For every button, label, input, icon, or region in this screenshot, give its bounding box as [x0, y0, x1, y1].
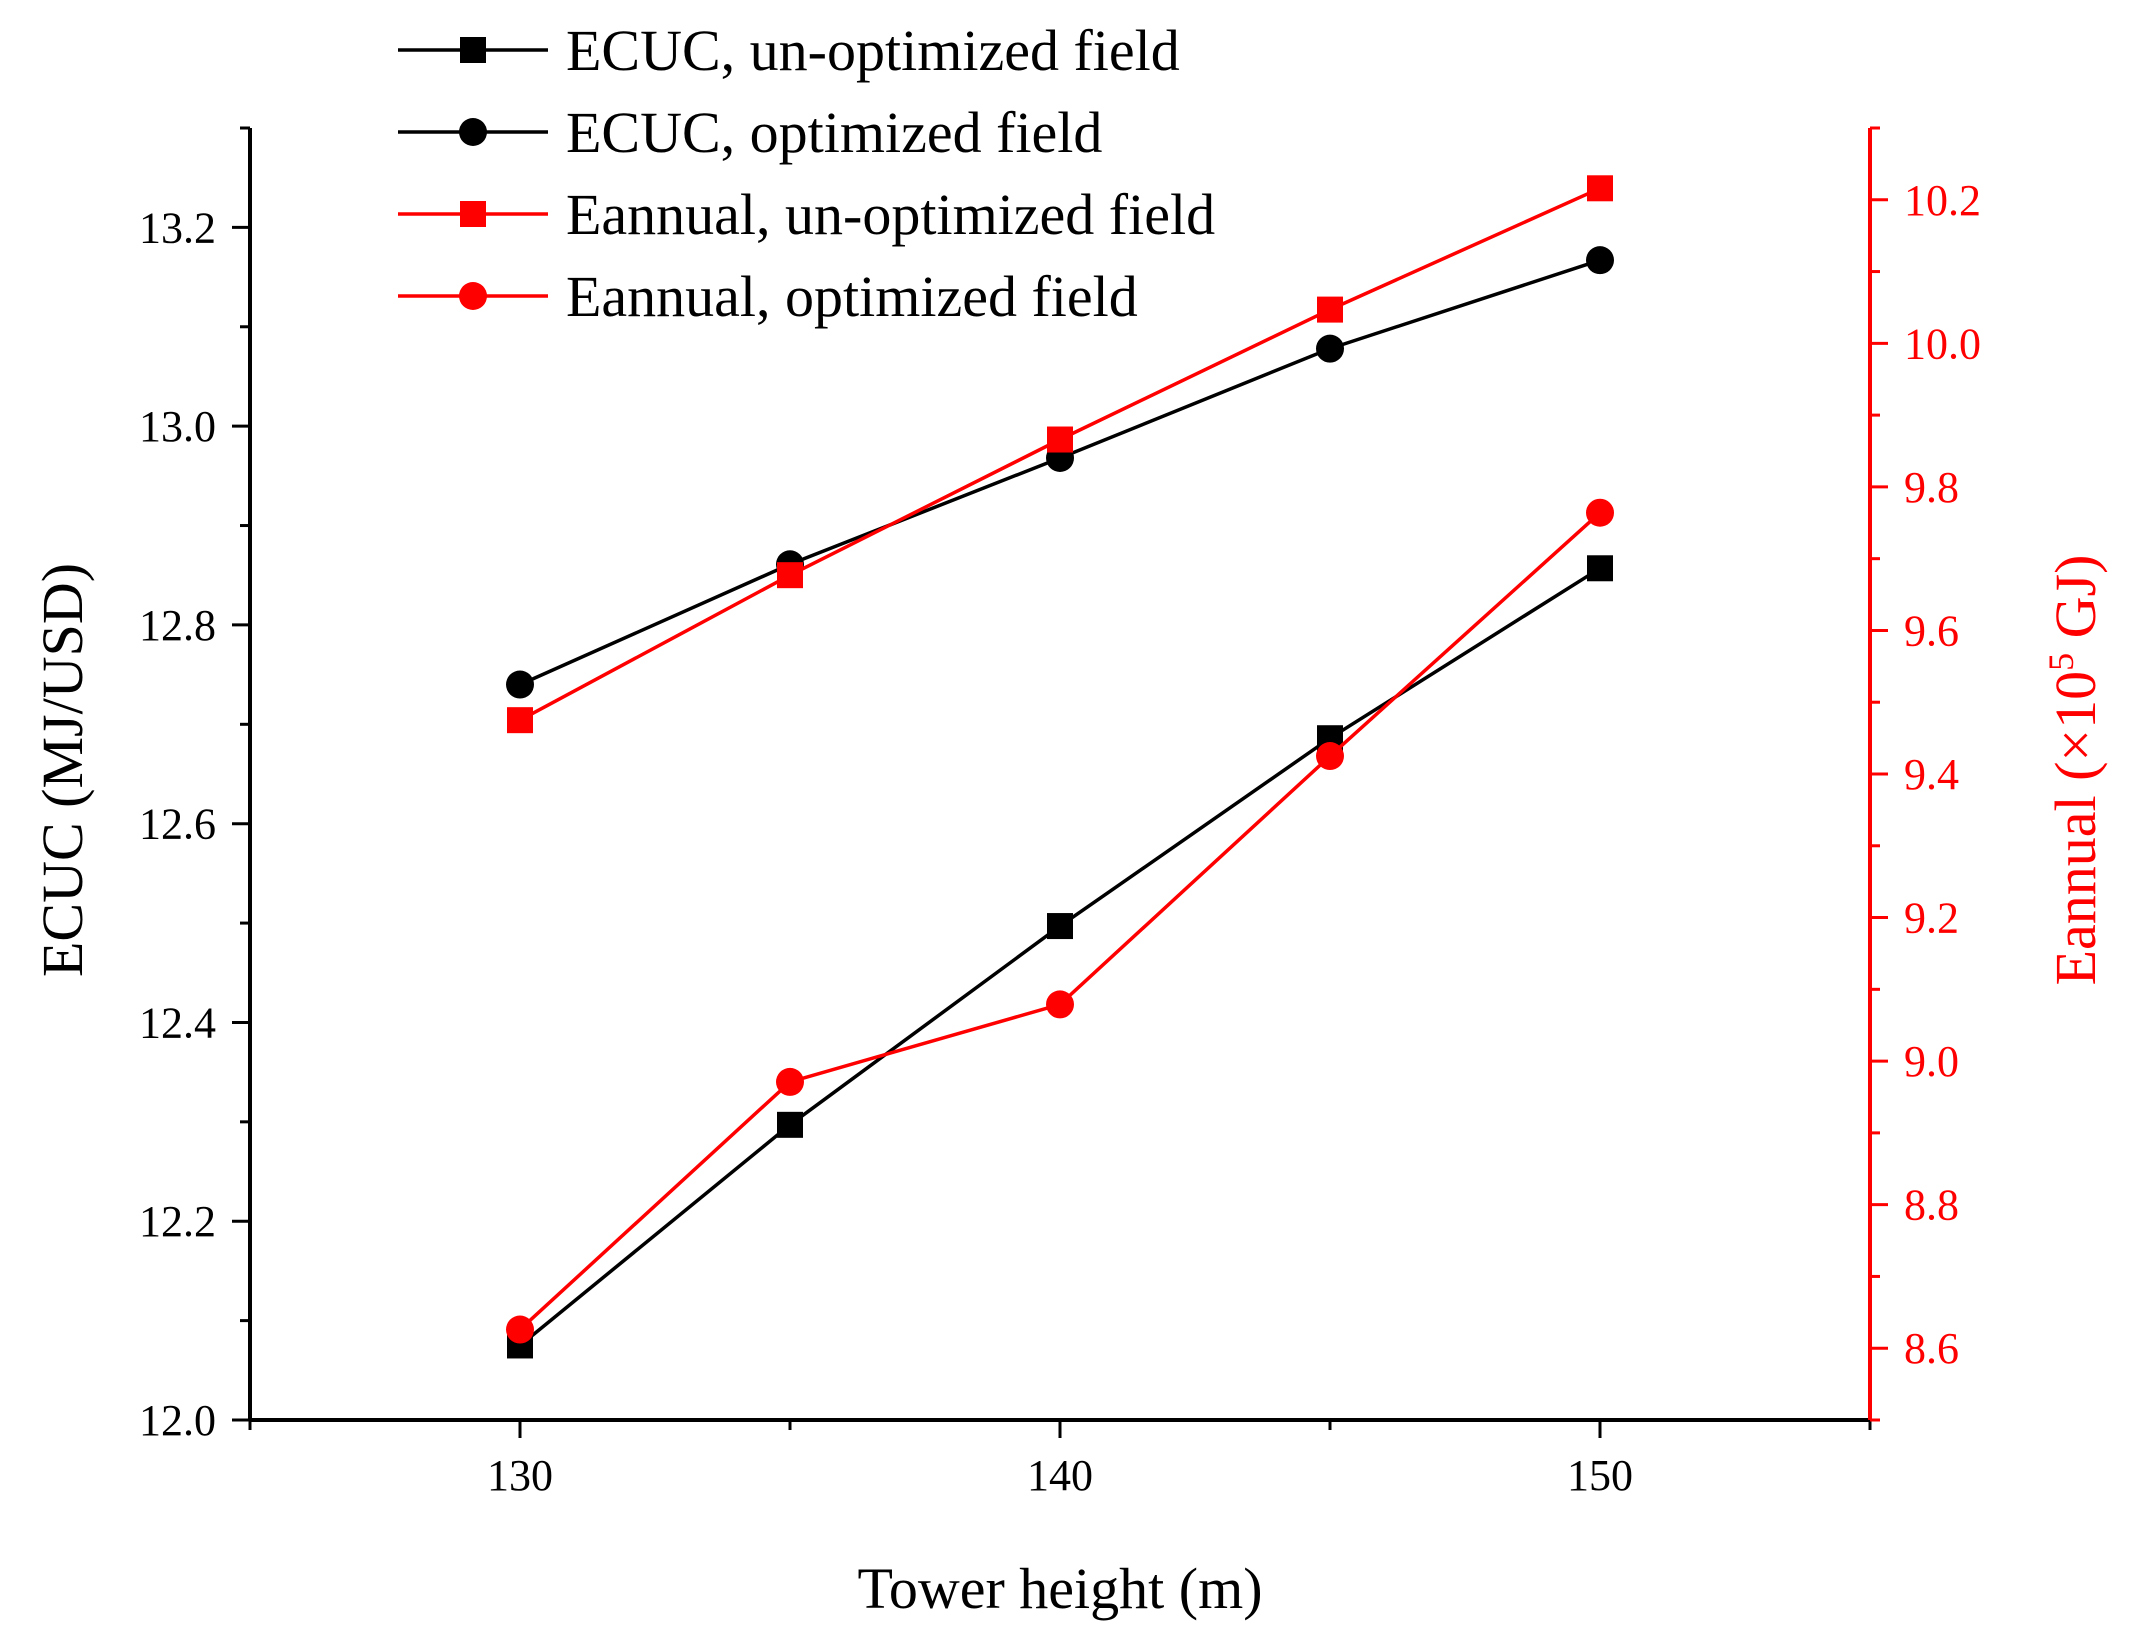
- series-4: [506, 498, 1614, 1344]
- data-point: [1047, 913, 1073, 940]
- y-right-tick-label: 9.4: [1904, 750, 1959, 799]
- legend: ECUC, un-optimized field ECUC, optimized …: [398, 18, 1215, 329]
- legend-marker: [459, 118, 487, 146]
- data-point: [1046, 990, 1074, 1019]
- y-axis-right-title-exponent: 5: [2041, 653, 2081, 671]
- axes: 130 140 150 12.0 12.2 12.4 12.6 12.8 13.0 13.2 8.6…: [139, 126, 1981, 1500]
- data-point: [1316, 742, 1344, 771]
- data-point: [1316, 334, 1344, 363]
- y-left-tick-label: 12.0: [139, 1396, 216, 1445]
- legend-marker: [460, 201, 486, 227]
- legend-item-2: ECUC, optimized field: [398, 100, 1102, 165]
- y-axis-right-title-suffix: GJ): [2043, 555, 2108, 653]
- y-right-tick-label: 9.0: [1904, 1037, 1959, 1086]
- legend-item-3: Eannual, un-optimized field: [398, 182, 1215, 247]
- legend-marker: [460, 37, 486, 63]
- legend-label: Eannual, un-optimized field: [566, 182, 1215, 247]
- data-point: [777, 1111, 803, 1138]
- legend-item-4: Eannual, optimized field: [398, 264, 1138, 329]
- y-left-tick-label: 12.4: [139, 998, 216, 1047]
- y-right-tick-label: 10.2: [1904, 176, 1981, 225]
- series-3: [507, 175, 1613, 734]
- series-1: [507, 555, 1613, 1359]
- y-right-tick-label: 8.8: [1904, 1181, 1959, 1230]
- y-right-tick-label: 9.8: [1904, 463, 1959, 512]
- y-right-tick-label: 9.2: [1904, 894, 1959, 943]
- y-left-tick-label: 12.8: [139, 601, 216, 650]
- data-point: [776, 1067, 804, 1096]
- y-left-tick-label: 12.6: [139, 800, 216, 849]
- x-tick-label: 150: [1567, 1451, 1633, 1500]
- legend-item-1: ECUC, un-optimized field: [398, 18, 1180, 83]
- data-point: [1587, 175, 1613, 202]
- series-layer: [506, 175, 1614, 1359]
- y-left-tick-label: 13.2: [139, 203, 216, 252]
- data-point: [506, 1315, 534, 1344]
- y-axis-right-title-prefix: Eannual (×10: [2043, 671, 2108, 986]
- data-point: [1317, 296, 1343, 323]
- y-axis-left-title: ECUC (MJ/USD): [30, 563, 95, 977]
- data-point: [1587, 555, 1613, 582]
- x-tick-label: 140: [1027, 1451, 1093, 1500]
- y-left-tick-label: 13.0: [139, 402, 216, 451]
- x-axis-title: Tower height (m): [857, 1556, 1262, 1621]
- data-point: [777, 562, 803, 589]
- data-point: [1047, 426, 1073, 453]
- y-right-tick-label: 9.6: [1904, 606, 1959, 655]
- data-point: [1586, 498, 1614, 527]
- legend-label: ECUC, un-optimized field: [566, 18, 1180, 83]
- data-point: [1586, 246, 1614, 275]
- x-tick-label: 130: [487, 1451, 553, 1500]
- series-2: [506, 246, 1614, 699]
- legend-marker: [459, 282, 487, 310]
- y-right-tick-label: 8.6: [1904, 1324, 1959, 1373]
- legend-label: Eannual, optimized field: [566, 264, 1138, 329]
- legend-label: ECUC, optimized field: [566, 100, 1102, 165]
- series-line: [518, 566, 1601, 1347]
- y-right-tick-label: 10.0: [1904, 319, 1981, 368]
- y-axis-right-title: Eannual (×105 GJ): [2041, 555, 2108, 986]
- data-point: [507, 707, 533, 734]
- data-point: [506, 670, 534, 699]
- y-left-tick-label: 12.2: [139, 1197, 216, 1246]
